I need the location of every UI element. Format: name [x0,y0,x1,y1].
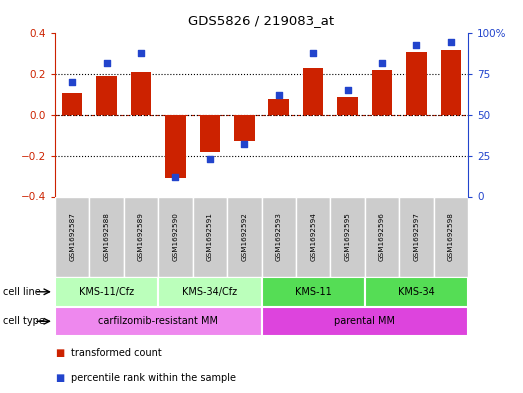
Point [68,79,76,86]
Bar [199,115,220,152]
Point [309,50,317,56]
Text: parental MM: parental MM [334,316,395,326]
Text: ■: ■ [55,373,64,383]
Bar [372,70,392,115]
Bar [96,76,117,115]
Text: GSM1692593: GSM1692593 [276,212,282,261]
Point [447,39,455,45]
Text: transformed count: transformed count [71,348,162,358]
Text: KMS-34/Cfz: KMS-34/Cfz [183,287,237,297]
Text: GSM1692595: GSM1692595 [345,212,350,261]
Point [206,156,214,162]
Bar [262,196,296,277]
Bar [158,196,192,277]
Text: GSM1692588: GSM1692588 [104,212,109,261]
Bar [262,277,365,307]
Bar [365,277,468,307]
Point [344,87,352,94]
Bar [331,196,365,277]
Bar [303,68,323,115]
Bar [337,97,358,115]
Point [240,141,248,147]
Text: GSM1692590: GSM1692590 [173,212,178,261]
Bar [399,196,434,277]
Text: cell type: cell type [3,316,44,326]
Text: cell line: cell line [3,287,40,297]
Bar [268,99,289,115]
Text: KMS-11: KMS-11 [295,287,332,297]
Text: GSM1692587: GSM1692587 [69,212,75,261]
Text: GSM1692591: GSM1692591 [207,212,213,261]
Text: KMS-34: KMS-34 [398,287,435,297]
Bar [131,72,151,115]
Bar [440,50,461,115]
Point [275,92,283,99]
Bar [62,92,83,115]
Bar [55,196,89,277]
Bar [124,196,158,277]
Bar [227,196,262,277]
Bar [296,196,331,277]
Point [378,60,386,66]
Bar [55,307,262,336]
Bar [365,196,399,277]
Bar [158,277,262,307]
Bar [262,307,468,336]
Point [412,42,420,48]
Text: percentile rank within the sample: percentile rank within the sample [71,373,235,383]
Text: GSM1692592: GSM1692592 [241,212,247,261]
Bar [234,115,255,141]
Text: KMS-11/Cfz: KMS-11/Cfz [79,287,134,297]
Bar [192,196,227,277]
Point [137,50,145,56]
Text: carfilzomib-resistant MM: carfilzomib-resistant MM [98,316,218,326]
Bar [406,52,427,115]
Bar [434,196,468,277]
Bar [89,196,124,277]
Point [103,60,111,66]
Text: GSM1692596: GSM1692596 [379,212,385,261]
Text: GSM1692589: GSM1692589 [138,212,144,261]
Bar [55,277,158,307]
Bar [165,115,186,178]
Point [171,174,179,180]
Text: GSM1692594: GSM1692594 [310,212,316,261]
Text: ■: ■ [55,348,64,358]
Text: GSM1692597: GSM1692597 [414,212,419,261]
Text: GSM1692598: GSM1692598 [448,212,454,261]
Text: GDS5826 / 219083_at: GDS5826 / 219083_at [188,14,335,27]
